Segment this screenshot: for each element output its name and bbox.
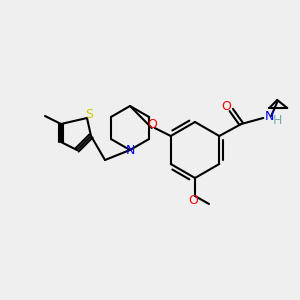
Text: S: S (85, 107, 93, 121)
Text: H: H (273, 113, 282, 127)
Text: N: N (125, 145, 135, 158)
Text: O: O (147, 118, 157, 130)
Text: O: O (221, 100, 231, 113)
Text: O: O (188, 194, 198, 208)
Text: N: N (265, 110, 274, 124)
